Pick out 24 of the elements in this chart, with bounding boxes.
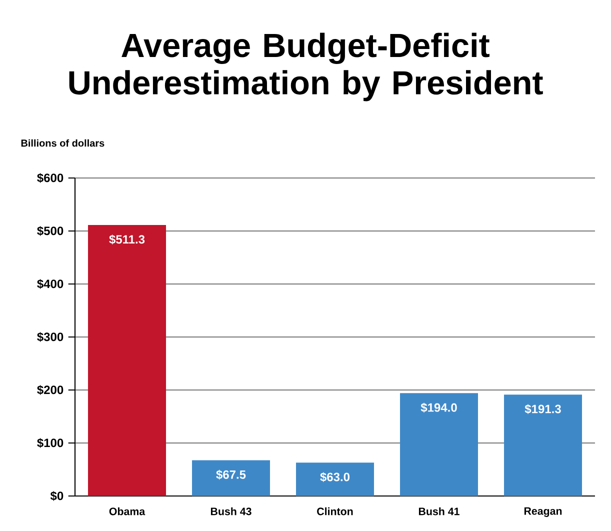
bar	[400, 393, 478, 496]
bar	[192, 460, 270, 496]
data-label: $511.3	[109, 234, 145, 244]
y-tick-label: $0	[50, 491, 64, 501]
x-tick-label: Clinton	[317, 507, 353, 516]
x-tick-label: Bush 43	[210, 507, 252, 516]
data-label: $191.3	[524, 404, 561, 414]
bar	[88, 225, 166, 496]
y-tick-label: $600	[37, 173, 64, 183]
y-tick-label: $200	[37, 385, 64, 395]
bar	[504, 394, 582, 496]
y-tick-label: $100	[37, 438, 64, 448]
x-tick-label: Bush 41	[418, 507, 460, 516]
x-tick-label: Reagan	[524, 507, 562, 517]
bar	[296, 462, 374, 496]
y-tick-label: $400	[37, 279, 64, 289]
chart-title: Average Budget-Deficit Underestimation by President	[69, 32, 543, 102]
y-tick-label: $300	[37, 332, 64, 342]
y-axis-title: Billions of dollars	[21, 139, 104, 147]
data-label: $63.0	[320, 472, 350, 482]
data-label: $194.0	[420, 402, 457, 413]
data-label: $67.5	[216, 470, 246, 480]
x-tick-label: Obama	[109, 507, 146, 516]
y-tick-label: $500	[37, 226, 64, 236]
